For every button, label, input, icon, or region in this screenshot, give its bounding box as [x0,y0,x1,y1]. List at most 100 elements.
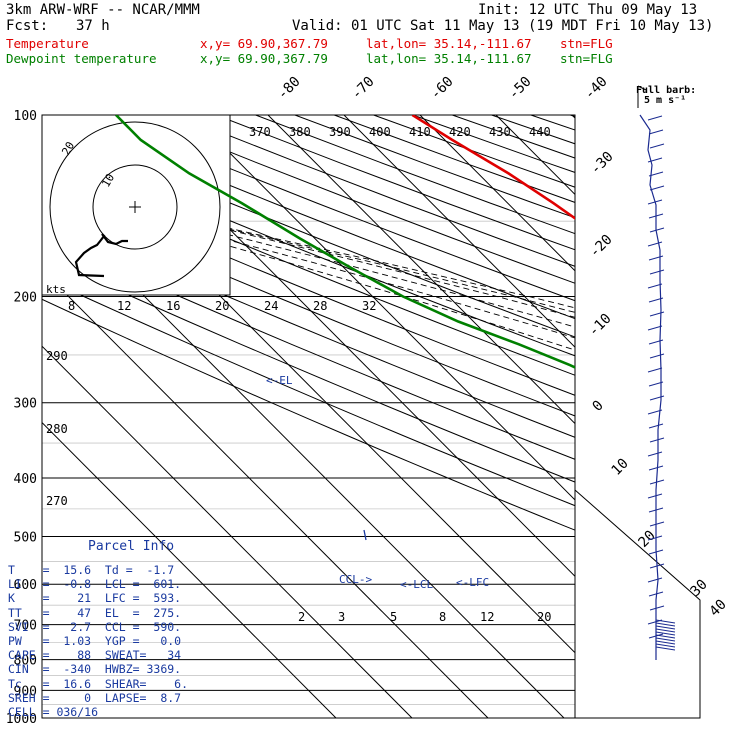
wind-barb-29 [649,521,665,527]
mixing-ratio-top-3: 20 [215,299,229,313]
theta-e-label-6: 430 [489,125,511,139]
wind-barb-32 [649,563,665,569]
legend-dewpoint-name: Dewpoint temperature [6,51,157,66]
theta-e-label-5: 420 [449,125,471,139]
mixing-ratio-top-5: 28 [313,299,327,313]
parcel-row: K = 21 LFC = 593. [8,591,182,606]
parcel-row: T = 15.6 Td = -1.7 [8,563,175,577]
wind-barb-37 [648,633,664,639]
mixing-ratio-labels: 8 12 16 20 24 28 32 2 3 5 8 12 20 [68,299,551,624]
parcel-row: LI = -0.8 LCL = 601. [8,577,182,592]
wind-barb-25 [648,465,664,471]
dry-adiabat-290 [42,158,575,376]
mixing-ratio-bottom-3: 8 [439,610,446,624]
barb-legend-flag [637,85,647,91]
wind-barb-19 [648,381,664,387]
isotherm--80 [267,115,575,425]
isotherm-label-4: -40 [582,74,611,103]
hodograph-ring-outer [49,121,221,293]
init-time: Init: 12 UTC Thu 09 May 13 [478,2,698,18]
temperature-line [411,115,575,220]
dry-adiabat-360 [216,115,575,251]
hodograph: 10 20 kts [41,114,231,296]
dry-adiabat-390 [334,115,575,203]
moist-adiabat-4 [194,220,575,313]
dry-adiabat-280 [42,177,575,396]
hodograph-ring-label-outer: 20 [59,140,77,158]
dry-adiabat-450 [570,115,575,118]
isotherm--20 [724,115,740,718]
dry-adiabat-300 [42,141,575,357]
mixing-ratio-top-1: 12 [117,299,131,313]
dry-adiabat-480 [688,115,740,718]
isotherm-label-8: 0 [590,398,607,415]
theta-e-label-3: 400 [369,125,391,139]
dry-adiabat-label-0: 290 [46,349,68,363]
wind-barb-6 [647,199,663,205]
wind-barb-12 [647,283,663,289]
wind-barb-23 [649,437,665,443]
moist-adiabat-2 [175,220,575,328]
wind-barb-9 [647,241,663,247]
pressure-label-500: 500 [14,530,37,545]
model-title: 3km ARW-WRF -- NCAR/MMM [6,2,200,18]
mixing-ratio-top-4: 24 [264,299,278,313]
dry-adiabats [42,115,740,718]
parcel-row: CIN = -340 HWBZ= 3369. [8,662,182,677]
wind-barb-16 [648,339,664,345]
forecast-label: Fcst: [6,18,49,34]
dry-adiabat-240 [42,255,575,483]
dry-adiabat-410 [412,115,575,173]
valid-time: Valid: 01 UTC Sat 11 May 13 (19 MDT Fri … [292,18,714,34]
pressure-label-800: 800 [14,654,37,669]
wind-barb-30 [647,535,663,541]
pressure-label-200: 200 [14,291,37,306]
pressure-label-400: 400 [14,472,37,487]
parcel-row: SREH = 0 LAPSE= 8.7 [8,690,182,705]
dry-adiabat-430 [491,115,575,145]
isotherm-label-10: 20 [636,528,659,551]
isotherm--60 [419,115,575,272]
mixing-ratio-bottom-5: 20 [537,610,551,624]
dry-adiabat-260 [42,215,575,438]
wind-barb-5 [649,185,665,191]
parcel-row: CAPE = 88 SWEAT= 34 [8,648,182,663]
wind-barb-4 [648,171,664,177]
ccl-marker: CCL-> [339,573,372,586]
theta-e-label-1: 380 [289,125,311,139]
mixing-ratio-top-2: 16 [166,299,180,313]
dry-adiabat-440 [530,115,575,131]
mixing-ratio-top-6: 32 [362,299,376,313]
wind-barb-24 [647,451,663,457]
legend-temperature-stn: stn=FLG [560,36,613,51]
theta-e-label-4: 410 [409,125,431,139]
theta-e-label-7: 440 [529,125,551,139]
hodograph-ring-label-inner: 10 [99,172,117,190]
theta-e-label-0: 370 [249,125,271,139]
legend-temperature-latlon: lat,lon= 35.14,-111.67 [366,36,532,51]
wind-barb-27 [647,493,663,499]
dewpoint-line [115,115,575,369]
wind-barb-low-4 [655,631,676,636]
dry-adiabat-230 [42,276,575,507]
pressure-label-300: 300 [14,397,37,412]
wind-barb-low-0 [655,619,676,624]
wind-barb-34 [648,591,664,597]
wind-barb-7 [648,213,664,219]
wind-barbs [639,114,676,660]
wind-barb-17 [649,353,665,359]
legend-dewpoint-xy: x,y= 69.90,367.79 [200,51,328,66]
pressure-label-1000: 1000 [6,712,37,727]
wind-barb-22 [648,423,664,429]
wind-barb-1 [648,129,664,135]
wind-barb-low-2 [655,625,676,630]
plot-extension [574,489,701,719]
lfc-marker: <-LFC [456,576,489,589]
parcel-row: TT = 47 EL = 275. [8,605,182,620]
parcel-row: PW = 1.03 YGP = 0.0 [8,634,182,648]
legend-dewpoint-latlon: lat,lon= 35.14,-111.67 [366,51,532,66]
dry-adiabat-270 [42,195,575,417]
pressure-label-100: 100 [14,109,37,124]
